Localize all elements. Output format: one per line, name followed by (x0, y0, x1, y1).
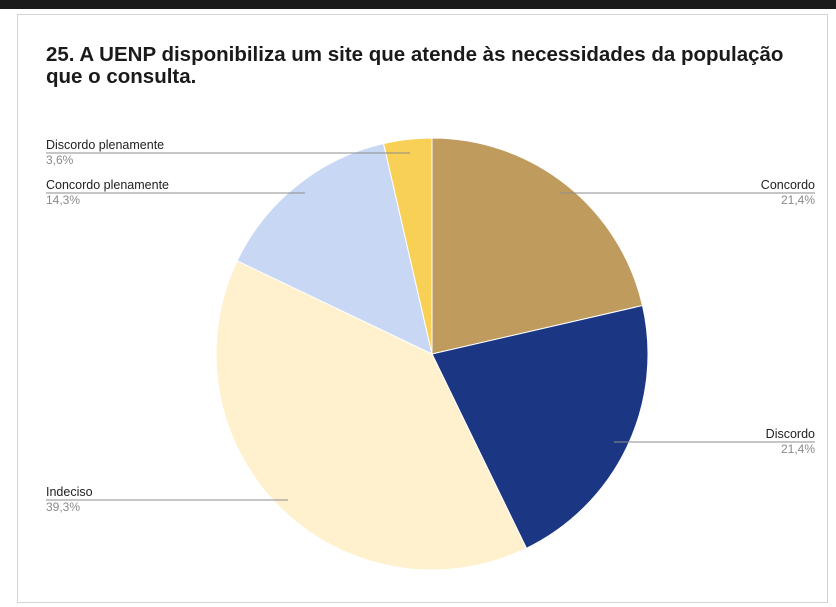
slice-percent-label: 39,3% (46, 500, 80, 514)
slice-label: Indeciso (46, 485, 93, 499)
pie-slice-discordo[interactable] (431, 304, 649, 549)
slice-percent-label: 3,6% (46, 153, 74, 167)
window-top-bar (0, 0, 836, 9)
slice-percent-label: 21,4% (781, 442, 815, 456)
pie-slice-concordo[interactable] (431, 137, 644, 355)
pie-slice-discordo-plenamente[interactable] (382, 137, 433, 355)
chart-title: 25. A UENP disponibiliza um site que ate… (46, 43, 784, 88)
pie-slice-indeciso[interactable] (215, 260, 528, 571)
slice-label: Discordo plenamente (46, 138, 164, 152)
slice-label: Concordo (761, 178, 815, 192)
pie-slice-concordo-plenamente[interactable] (236, 142, 433, 355)
slice-label: Concordo plenamente (46, 178, 169, 192)
slice-percent-label: 21,4% (781, 193, 815, 207)
slice-label: Discordo (766, 427, 815, 441)
slice-percent-label: 14,3% (46, 193, 80, 207)
